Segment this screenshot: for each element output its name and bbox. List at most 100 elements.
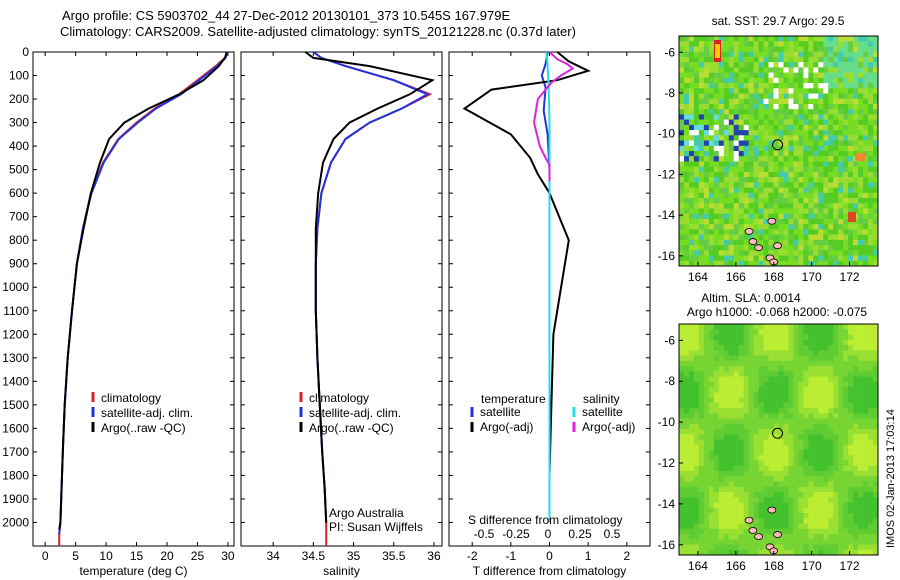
map-cell bbox=[768, 539, 774, 545]
map-cell bbox=[768, 104, 774, 110]
map-cell bbox=[783, 502, 789, 508]
map-cell bbox=[843, 481, 849, 487]
map-cell bbox=[743, 93, 749, 99]
map-cell bbox=[703, 208, 710, 214]
map-cell bbox=[684, 371, 690, 377]
map-cell bbox=[753, 124, 759, 131]
x-tick-label: -1 bbox=[506, 549, 517, 563]
map-cell bbox=[684, 324, 690, 330]
map-cell bbox=[778, 260, 784, 267]
map-cell bbox=[838, 408, 844, 414]
map-cell bbox=[773, 156, 779, 162]
map-cell bbox=[758, 156, 764, 162]
map-cell bbox=[748, 350, 754, 356]
map-cell bbox=[708, 255, 715, 261]
map-cell bbox=[748, 539, 754, 545]
map-cell bbox=[723, 255, 730, 261]
map-cell bbox=[828, 471, 834, 477]
map-cell bbox=[708, 476, 715, 482]
map-cell bbox=[853, 334, 859, 340]
map-cell bbox=[693, 528, 700, 535]
map-cell bbox=[828, 93, 834, 99]
map-cell bbox=[823, 486, 829, 493]
map-cell bbox=[708, 219, 715, 225]
map-cell bbox=[743, 198, 749, 204]
map-cell bbox=[848, 62, 854, 68]
map-cell bbox=[758, 502, 764, 508]
map-cell bbox=[708, 192, 715, 199]
map-cell bbox=[758, 151, 764, 157]
map-cell bbox=[853, 229, 859, 235]
map-cell bbox=[753, 187, 759, 194]
map-cell bbox=[793, 434, 799, 440]
map-cell bbox=[684, 245, 690, 251]
map-cell bbox=[793, 366, 799, 372]
map-cell bbox=[679, 119, 685, 126]
map-cell bbox=[868, 245, 874, 251]
map-cell bbox=[793, 208, 799, 214]
map-cell bbox=[698, 549, 705, 556]
map-cell bbox=[768, 192, 774, 199]
map-cell bbox=[873, 460, 879, 466]
map-cell bbox=[718, 151, 725, 157]
map-cell bbox=[723, 198, 730, 204]
map-cell bbox=[863, 345, 869, 351]
map-cell bbox=[728, 387, 735, 393]
map-cell bbox=[758, 145, 764, 152]
map-cell bbox=[743, 151, 749, 157]
map-cell bbox=[693, 260, 700, 267]
map-cell bbox=[788, 93, 794, 99]
map-cell bbox=[748, 360, 754, 367]
map-cell bbox=[828, 135, 834, 141]
map-cell bbox=[738, 250, 744, 256]
map-cell bbox=[843, 523, 849, 529]
map-cell bbox=[858, 135, 864, 141]
map-cell bbox=[689, 423, 695, 430]
map-cell bbox=[873, 208, 879, 214]
map-cell bbox=[798, 481, 804, 487]
map-cell bbox=[843, 88, 849, 94]
map-cell bbox=[863, 387, 869, 393]
map-cell bbox=[693, 124, 700, 131]
map-cell bbox=[793, 397, 799, 403]
map-cell bbox=[853, 135, 859, 141]
map-cell bbox=[863, 161, 869, 167]
map-cell bbox=[818, 455, 824, 461]
map-cell bbox=[728, 255, 735, 261]
map-cell bbox=[708, 418, 715, 424]
map-cell bbox=[868, 481, 874, 487]
map-cell bbox=[853, 104, 859, 110]
map-cell bbox=[833, 219, 839, 225]
map-cell bbox=[813, 140, 819, 146]
map-cell bbox=[788, 539, 794, 545]
map-cell bbox=[833, 355, 839, 361]
map-cell bbox=[848, 98, 854, 105]
map-cell bbox=[713, 444, 720, 451]
map-cell bbox=[783, 360, 789, 367]
map-cell bbox=[813, 465, 819, 472]
map-cell bbox=[863, 486, 869, 493]
map-cell bbox=[783, 450, 789, 456]
map-cell bbox=[713, 481, 720, 487]
map-cell bbox=[689, 98, 695, 105]
map-cell bbox=[788, 413, 794, 419]
map-cell bbox=[828, 350, 834, 356]
map-cell bbox=[803, 119, 809, 126]
map-cell bbox=[679, 124, 685, 131]
map-cell bbox=[679, 130, 685, 136]
map-cell bbox=[718, 245, 725, 251]
map-cell bbox=[823, 476, 829, 482]
map-cell bbox=[728, 392, 735, 398]
map-cell bbox=[743, 119, 749, 126]
map-cell bbox=[713, 114, 720, 120]
map-cell bbox=[813, 513, 819, 519]
map-cell bbox=[798, 371, 804, 377]
map-cell bbox=[713, 156, 720, 162]
map-cell bbox=[698, 334, 705, 340]
map-cell bbox=[753, 41, 759, 47]
map-cell bbox=[848, 408, 854, 414]
map-cell bbox=[679, 36, 685, 42]
map-cell bbox=[738, 366, 744, 372]
map-cell bbox=[723, 408, 730, 414]
map-cell bbox=[693, 255, 700, 261]
